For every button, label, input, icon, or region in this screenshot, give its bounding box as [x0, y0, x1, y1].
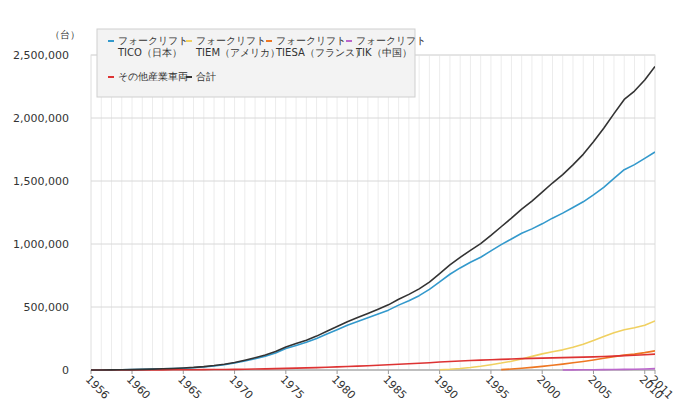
legend-swatch — [108, 76, 114, 78]
grid-line-y — [91, 244, 655, 245]
plot-frame — [91, 55, 655, 370]
legend-swatch — [186, 76, 192, 78]
grid-line-x — [203, 55, 204, 370]
y-tick-label: 2,500,000 — [13, 49, 69, 62]
grid-line-x — [244, 55, 245, 370]
chart: 0 500,000 1,000,000 1,500,000 2,000,000 2,500… — [0, 0, 692, 418]
grid-line-x — [275, 55, 276, 370]
grid-line-x — [378, 55, 379, 370]
x-tick-label: 1995 — [483, 373, 512, 402]
grid-line-x — [357, 55, 358, 370]
legend-swatch — [266, 40, 272, 42]
grid-line-x — [337, 55, 338, 370]
grid-line-x — [429, 55, 430, 370]
grid-line-x — [419, 55, 420, 370]
grid-line-x — [634, 55, 635, 370]
x-tick-label: 1956 — [83, 373, 112, 402]
x-tick-label: 1985 — [380, 373, 409, 402]
grid-line-x — [480, 55, 481, 370]
grid-line-x — [306, 55, 307, 370]
series-group — [91, 66, 655, 370]
y-tick-label: 2,000,000 — [13, 112, 69, 125]
grid-line-x — [583, 55, 584, 370]
grid-line-x — [460, 55, 461, 370]
grid-line-x — [193, 55, 194, 370]
grid-line-x — [296, 55, 297, 370]
grid-line-x — [593, 55, 594, 370]
grid-line-y — [91, 118, 655, 119]
x-tick-label: 1960 — [124, 373, 153, 402]
legend-label: その他産業車両 — [118, 71, 188, 82]
series-line — [563, 369, 655, 370]
grid-line-x — [224, 55, 225, 370]
x-tick-label: 1990 — [432, 373, 461, 402]
grid-line-y — [91, 307, 655, 308]
grid-line-x — [439, 55, 440, 370]
grid-line-x — [552, 55, 553, 370]
grid-line-x — [152, 55, 153, 370]
grid-line-x — [111, 55, 112, 370]
grid-line-x — [398, 55, 399, 370]
grid-line-x — [173, 55, 174, 370]
grid-line-x — [183, 55, 184, 370]
grid-line-x — [162, 55, 163, 370]
grid-line-y — [91, 181, 655, 182]
series-line — [501, 351, 655, 370]
grid-line-x — [388, 55, 389, 370]
grid-line-x — [470, 55, 471, 370]
grid-line-x — [326, 55, 327, 370]
grid-line-x — [521, 55, 522, 370]
grid-line-x — [603, 55, 604, 370]
legend-label: フォークリフトTIK（中国） — [355, 35, 426, 58]
grid-line-x — [644, 55, 645, 370]
legend-label: 合計 — [196, 71, 216, 82]
legend-swatch — [186, 40, 192, 42]
grid-line-x — [501, 55, 502, 370]
legend-label: フォークリフトTIEM（アメリカ） — [195, 35, 280, 58]
series-line — [91, 152, 655, 370]
grid-line-x — [613, 55, 614, 370]
grid-line-x — [132, 55, 133, 370]
x-tick-label: 1965 — [175, 373, 204, 402]
grid-line-x — [408, 55, 409, 370]
grid-line-x — [542, 55, 543, 370]
y-axis-label: （台） — [50, 29, 80, 40]
x-tick-label: 2011 — [647, 373, 676, 402]
x-tick-label: 1975 — [278, 373, 307, 402]
y-tick-label: 0 — [62, 364, 69, 377]
x-tick-label: 1970 — [226, 373, 255, 402]
x-tick-label: 2005 — [585, 373, 614, 402]
legend-label: フォークリフトTICO（日本） — [117, 35, 188, 58]
grid-line-x — [624, 55, 625, 370]
x-tick-label: 2000 — [534, 373, 563, 402]
legend-label: フォークリフトTIESA（フランス） — [275, 35, 365, 58]
grid-line-x — [91, 55, 92, 370]
grid-line-x — [531, 55, 532, 370]
grid-line-x — [285, 55, 286, 370]
grid-line-x — [449, 55, 450, 370]
y-tick-label: 1,000,000 — [13, 238, 69, 251]
grid-line-x — [490, 55, 491, 370]
legend-swatch — [346, 40, 352, 42]
grid-line-x — [121, 55, 122, 370]
grid-line-x — [511, 55, 512, 370]
grid-line-x — [234, 55, 235, 370]
grid-line-x — [101, 55, 102, 370]
grid-line-x — [142, 55, 143, 370]
grid-line-x — [316, 55, 317, 370]
grid-line-x — [572, 55, 573, 370]
grid-line-x — [367, 55, 368, 370]
legend: フォークリフトTICO（日本）フォークリフトTIEM（アメリカ）フォークリフトT… — [97, 29, 426, 97]
grid-line-x — [655, 55, 656, 370]
grid-line-x — [214, 55, 215, 370]
series-line — [440, 321, 655, 370]
grid-line-x — [255, 55, 256, 370]
grid-line-x — [265, 55, 266, 370]
y-tick-label: 500,000 — [24, 301, 70, 314]
legend-swatch — [108, 40, 114, 42]
x-tick-label: 1980 — [329, 373, 358, 402]
y-tick-label: 1,500,000 — [13, 175, 69, 188]
series-line — [91, 66, 655, 370]
